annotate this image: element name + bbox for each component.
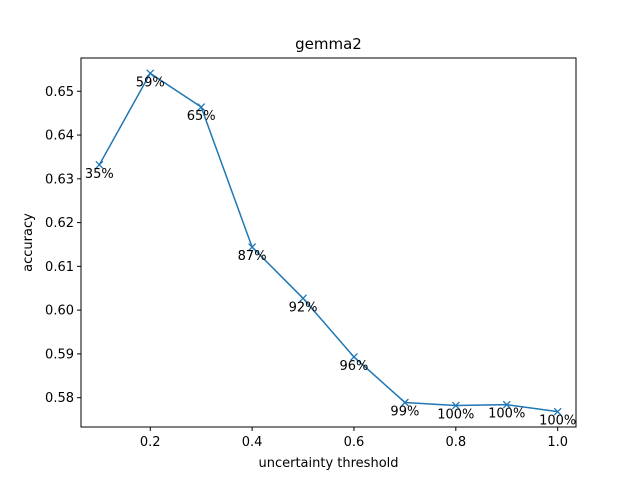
data-label: 100% — [437, 408, 474, 423]
y-tick-label: 0.61 — [45, 260, 74, 275]
data-point — [451, 401, 460, 410]
chart-title: gemma2 — [295, 35, 362, 53]
data-label: 100% — [539, 414, 576, 429]
y-axis-label: accuracy — [21, 213, 36, 272]
data-point — [350, 353, 358, 361]
data-label: 99% — [390, 404, 419, 419]
y-tick-label: 0.65 — [45, 85, 74, 100]
y-tick-label: 0.60 — [45, 304, 74, 319]
series-line — [98, 72, 558, 413]
data-label: 96% — [340, 359, 369, 374]
x-tick-label: 0.8 — [445, 435, 466, 450]
data-point — [248, 243, 257, 252]
y-tick-label: 0.62 — [45, 216, 74, 231]
x-tick-label: 0.6 — [344, 435, 365, 450]
data-label: 65% — [187, 109, 216, 124]
data-point — [197, 103, 206, 111]
data-point — [299, 294, 307, 303]
data-point — [553, 407, 562, 416]
y-tick-label: 0.59 — [45, 347, 74, 362]
data-label: 100% — [488, 407, 525, 422]
data-point — [146, 69, 155, 78]
x-tick-label: 1.0 — [547, 435, 568, 450]
data-point — [502, 400, 511, 409]
data-label: 35% — [85, 167, 114, 182]
data-label: 59% — [136, 75, 165, 90]
plot-layer: 0.2 0.4 0.6 0.8 1.0 0.58 0.59 0.60 0.61 0.62 0.63 0… — [45, 69, 576, 450]
x-tick-label: 0.4 — [242, 435, 263, 450]
data-point — [400, 398, 409, 407]
x-axis-label: uncertainty threshold — [258, 456, 398, 471]
plot-frame — [80, 57, 577, 428]
data-point — [95, 160, 104, 169]
x-tick-label: 0.2 — [140, 435, 161, 450]
y-tick-label: 0.63 — [45, 172, 74, 187]
data-label: 92% — [289, 300, 318, 315]
data-label: 87% — [238, 249, 267, 264]
y-tick-label: 0.64 — [45, 129, 74, 144]
y-tick-label: 0.58 — [45, 391, 74, 406]
